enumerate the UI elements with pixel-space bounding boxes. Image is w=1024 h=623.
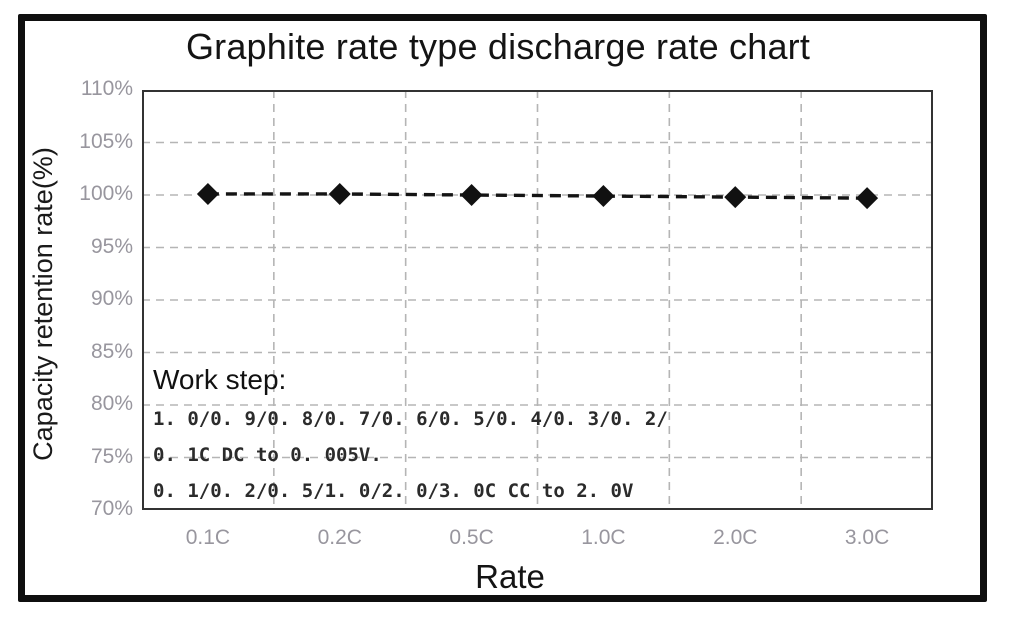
y-tick-label: 105% [79,129,133,153]
x-tick-label: 0.5C [449,526,494,549]
y-axis-title: Capacity retention rate(%) [28,147,58,461]
figure-border [18,14,987,602]
y-tick-label: 95% [90,234,133,258]
chart-title: Graphite rate type discharge rate chart [185,26,811,67]
series-line [207,192,868,200]
y-tick-label: 100% [79,182,133,205]
x-tick-label: 3.0C [844,526,890,549]
work-step-line: 0. 1/0. 2/0. 5/1. 0/2. 0/3. 0C CC to 2. … [153,480,634,502]
x-axis-title: Rate [475,558,545,595]
data-point-marker [196,182,219,205]
work-step-line: 0. 1C DC to 0. 005V. [153,444,382,466]
data-point-marker [856,187,879,210]
data-point-marker [460,184,483,206]
work-step-line: 1. 0/0. 9/0. 8/0. 7/0. 6/0. 5/0. 4/0. 3/… [153,408,668,430]
data-point-marker [724,186,747,209]
y-tick-label: 70% [90,497,133,520]
y-tick-label: 85% [90,339,133,363]
x-tick-label: 1.0C [581,526,626,549]
data-point-marker [592,185,615,208]
x-tick-label: 0.1C [185,526,231,549]
y-tick-label: 80% [90,392,133,415]
y-tick-label: 75% [90,444,133,468]
work-step-annotation: Work step: 1. 0/0. 9/0. 8/0. 7/0. 6/0. 5… [153,364,668,509]
work-step-heading: Work step: [153,364,287,395]
data-point-marker [328,182,351,205]
plot-area [142,90,933,510]
y-tick-label: 110% [80,77,133,100]
x-tick-label: 0.2C [317,526,362,549]
x-tick-label: 2.0C [713,526,758,549]
plot-frame [142,90,933,510]
y-tick-label: 90% [90,287,133,310]
